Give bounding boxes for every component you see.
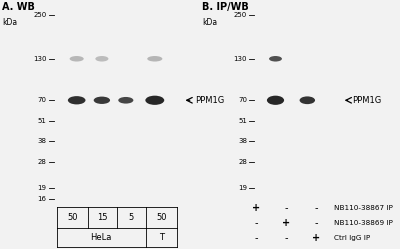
Text: -: - (314, 203, 318, 213)
Text: 38: 38 (38, 138, 46, 144)
Text: T: T (159, 233, 164, 242)
Text: 28: 28 (238, 159, 247, 165)
Text: -: - (254, 233, 258, 243)
Text: PPM1G: PPM1G (195, 96, 224, 105)
Text: +: + (312, 233, 320, 243)
Ellipse shape (68, 96, 86, 104)
Text: 38: 38 (238, 138, 247, 144)
Ellipse shape (300, 96, 315, 104)
Text: Ctrl IgG IP: Ctrl IgG IP (334, 235, 370, 241)
Text: -: - (314, 218, 318, 228)
Text: 19: 19 (38, 185, 46, 191)
Text: 70: 70 (238, 97, 247, 103)
Text: -: - (254, 218, 258, 228)
Text: 50: 50 (67, 213, 78, 222)
Text: 50: 50 (156, 213, 167, 222)
Text: NB110-38867 IP: NB110-38867 IP (334, 205, 393, 211)
Text: -: - (284, 203, 288, 213)
Ellipse shape (70, 56, 84, 62)
Ellipse shape (94, 97, 110, 104)
Text: 51: 51 (238, 119, 247, 124)
Text: PPM1G: PPM1G (352, 96, 381, 105)
Text: NB110-38869 IP: NB110-38869 IP (334, 220, 393, 226)
Text: kDa: kDa (202, 18, 217, 27)
Text: 28: 28 (38, 159, 46, 165)
Ellipse shape (147, 56, 162, 62)
Text: 70: 70 (38, 97, 46, 103)
Ellipse shape (95, 56, 108, 62)
Text: 250: 250 (33, 12, 46, 18)
Text: 15: 15 (97, 213, 108, 222)
Text: B. IP/WB: B. IP/WB (202, 2, 249, 12)
Text: A. WB: A. WB (2, 2, 35, 12)
Text: +: + (252, 203, 260, 213)
Text: 51: 51 (38, 119, 46, 124)
Text: 5: 5 (129, 213, 134, 222)
Ellipse shape (267, 96, 284, 105)
Text: 250: 250 (234, 12, 247, 18)
Ellipse shape (269, 56, 282, 62)
Ellipse shape (118, 97, 133, 104)
Text: 130: 130 (33, 56, 46, 62)
Ellipse shape (145, 96, 164, 105)
Text: 16: 16 (38, 196, 46, 202)
Text: +: + (282, 218, 290, 228)
Text: 19: 19 (238, 185, 247, 191)
Text: HeLa: HeLa (90, 233, 112, 242)
Text: 130: 130 (234, 56, 247, 62)
Text: -: - (284, 233, 288, 243)
Text: kDa: kDa (2, 18, 17, 27)
